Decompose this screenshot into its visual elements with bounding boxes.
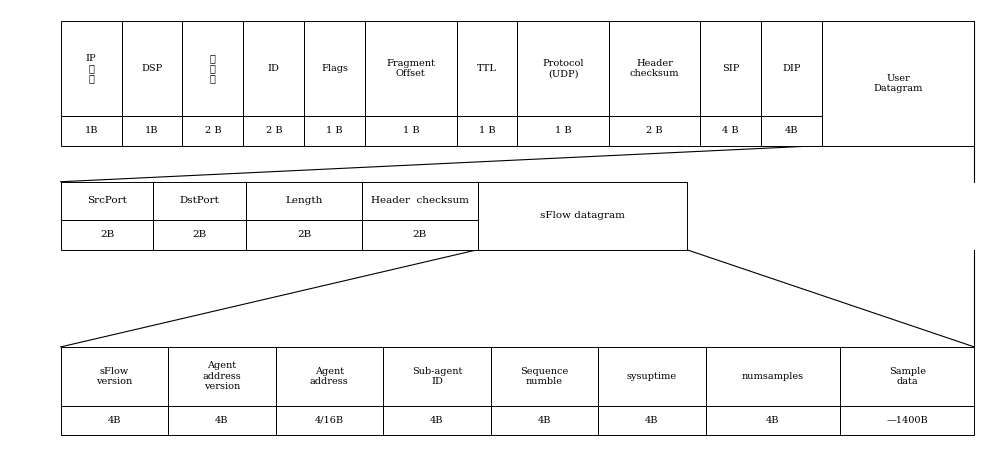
Text: sysuptime: sysuptime: [627, 372, 677, 381]
Bar: [365, 21, 457, 116]
Bar: [362, 220, 478, 250]
Text: Sample
data: Sample data: [889, 367, 926, 386]
Bar: [246, 220, 362, 250]
Text: SrcPort: SrcPort: [87, 197, 127, 206]
Text: 4B: 4B: [430, 416, 444, 425]
Text: 4B: 4B: [108, 416, 121, 425]
Bar: [491, 347, 598, 406]
Bar: [243, 21, 304, 116]
Bar: [840, 406, 974, 435]
Text: TTL: TTL: [477, 64, 497, 73]
Text: —1400B: —1400B: [886, 416, 928, 425]
Bar: [457, 116, 517, 146]
Bar: [61, 21, 122, 116]
Text: 2B: 2B: [193, 231, 207, 239]
Bar: [153, 220, 246, 250]
Bar: [761, 116, 822, 146]
Text: SIP: SIP: [722, 64, 739, 73]
Text: sFlow datagram: sFlow datagram: [540, 211, 625, 220]
Text: Length: Length: [285, 197, 323, 206]
Bar: [168, 347, 276, 406]
Text: 1 B: 1 B: [403, 126, 419, 135]
Text: DSP: DSP: [141, 64, 163, 73]
Text: 2 B: 2 B: [266, 126, 282, 135]
Bar: [61, 182, 153, 220]
Text: numsamples: numsamples: [742, 372, 804, 381]
Text: Sequence
numble: Sequence numble: [520, 367, 568, 386]
Bar: [182, 21, 243, 116]
Text: 2B: 2B: [413, 231, 427, 239]
Text: 2 B: 2 B: [205, 126, 221, 135]
Text: 1 B: 1 B: [555, 126, 571, 135]
Bar: [822, 21, 974, 146]
Bar: [840, 347, 974, 406]
Bar: [243, 116, 304, 146]
Bar: [122, 21, 182, 116]
Bar: [700, 116, 761, 146]
Bar: [491, 406, 598, 435]
Bar: [304, 21, 365, 116]
Text: 2B: 2B: [297, 231, 311, 239]
Bar: [182, 116, 243, 146]
Text: Sub-agent
ID: Sub-agent ID: [412, 367, 462, 386]
Bar: [153, 182, 246, 220]
Text: 1B: 1B: [145, 126, 159, 135]
Bar: [598, 406, 706, 435]
Text: Agent
address: Agent address: [310, 367, 349, 386]
Bar: [706, 406, 840, 435]
Bar: [700, 21, 761, 116]
Text: Fragment
Offset: Fragment Offset: [386, 59, 435, 78]
Text: 4 B: 4 B: [722, 126, 739, 135]
Text: IP
版
本: IP 版 本: [86, 54, 96, 84]
Text: Protocol
(UDP): Protocol (UDP): [542, 59, 584, 78]
Bar: [276, 406, 383, 435]
Bar: [168, 406, 276, 435]
Text: 4B: 4B: [766, 416, 780, 425]
Bar: [61, 220, 153, 250]
Bar: [362, 182, 478, 220]
Text: 总
长
度: 总 长 度: [210, 54, 216, 84]
Text: Agent
address
version: Agent address version: [202, 361, 241, 391]
Text: 4B: 4B: [645, 416, 659, 425]
Bar: [598, 347, 706, 406]
Bar: [246, 182, 362, 220]
Bar: [478, 182, 687, 250]
Text: 4B: 4B: [785, 126, 798, 135]
Text: DstPort: DstPort: [180, 197, 220, 206]
Text: User
Datagram: User Datagram: [874, 74, 923, 93]
Bar: [383, 347, 491, 406]
Bar: [517, 116, 609, 146]
Bar: [517, 21, 609, 116]
Bar: [706, 347, 840, 406]
Text: 1 B: 1 B: [479, 126, 495, 135]
Text: DIP: DIP: [782, 64, 801, 73]
Text: sFlow
version: sFlow version: [96, 367, 132, 386]
Bar: [304, 116, 365, 146]
Bar: [276, 347, 383, 406]
Bar: [61, 116, 122, 146]
Bar: [61, 406, 168, 435]
Bar: [761, 21, 822, 116]
Bar: [61, 347, 168, 406]
Text: 4B: 4B: [538, 416, 551, 425]
Text: Header
checksum: Header checksum: [630, 59, 679, 78]
Text: 4B: 4B: [215, 416, 229, 425]
Text: Flags: Flags: [321, 64, 348, 73]
Text: 1 B: 1 B: [326, 126, 343, 135]
Text: Header  checksum: Header checksum: [371, 197, 469, 206]
Text: 2 B: 2 B: [646, 126, 663, 135]
Text: 2B: 2B: [100, 231, 114, 239]
Bar: [609, 116, 700, 146]
Bar: [365, 116, 457, 146]
Bar: [609, 21, 700, 116]
Text: 1B: 1B: [84, 126, 98, 135]
Bar: [122, 116, 182, 146]
Bar: [457, 21, 517, 116]
Text: ID: ID: [268, 64, 280, 73]
Text: 4/16B: 4/16B: [315, 416, 344, 425]
Bar: [383, 406, 491, 435]
